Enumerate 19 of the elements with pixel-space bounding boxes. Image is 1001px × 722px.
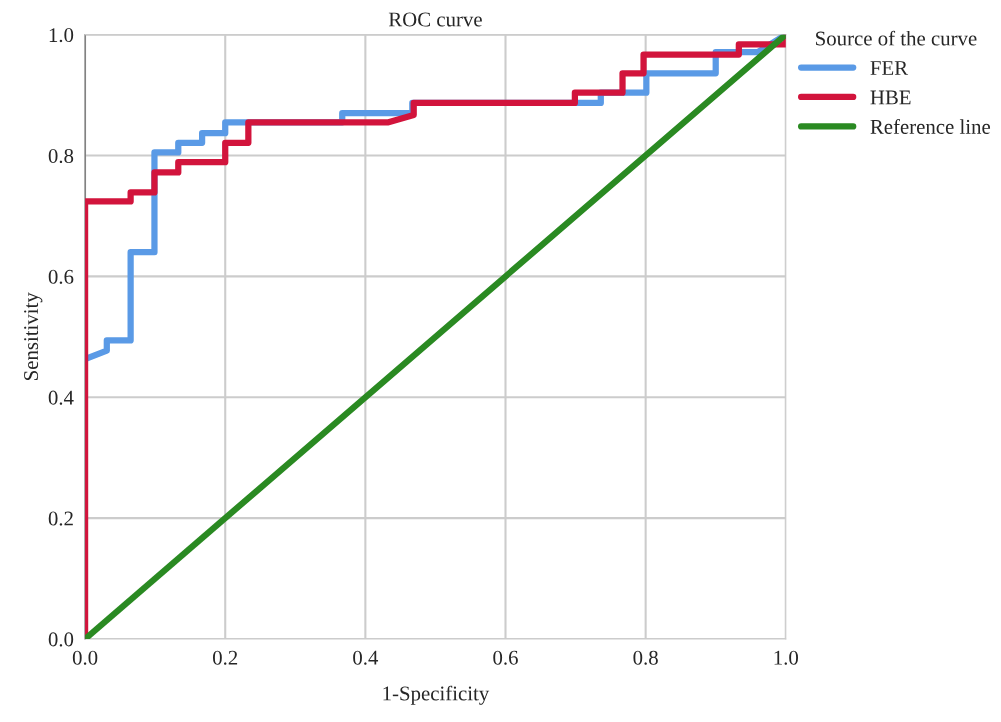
legend-label: Reference line bbox=[870, 119, 991, 134]
y-tick-label: 0.0 bbox=[48, 632, 74, 647]
x-tick-label: 0.2 bbox=[213, 650, 238, 665]
y-tick-label: 0.4 bbox=[48, 390, 74, 405]
chart-title: ROC curve bbox=[388, 12, 482, 27]
x-tick-label: 1.0 bbox=[774, 650, 799, 665]
legend-title: Source of the curve bbox=[816, 30, 977, 46]
x-axis-title: 1-Specificity bbox=[383, 685, 490, 705]
legend-label: HBE bbox=[870, 90, 911, 105]
x-tick-label: 0.8 bbox=[633, 650, 658, 665]
y-tick-label: 1.0 bbox=[49, 28, 74, 43]
y-tick-label: 0.2 bbox=[48, 511, 73, 526]
x-tick-label: 0.0 bbox=[72, 650, 98, 665]
y-axis-title: Sensitivity bbox=[24, 292, 43, 380]
x-tick-label: 0.6 bbox=[493, 650, 518, 665]
x-tick-label: 0.4 bbox=[353, 650, 379, 665]
legend-label: FER bbox=[870, 61, 909, 75]
y-tick-label: 0.8 bbox=[48, 148, 74, 164]
y-tick-label: 0.6 bbox=[48, 269, 74, 284]
